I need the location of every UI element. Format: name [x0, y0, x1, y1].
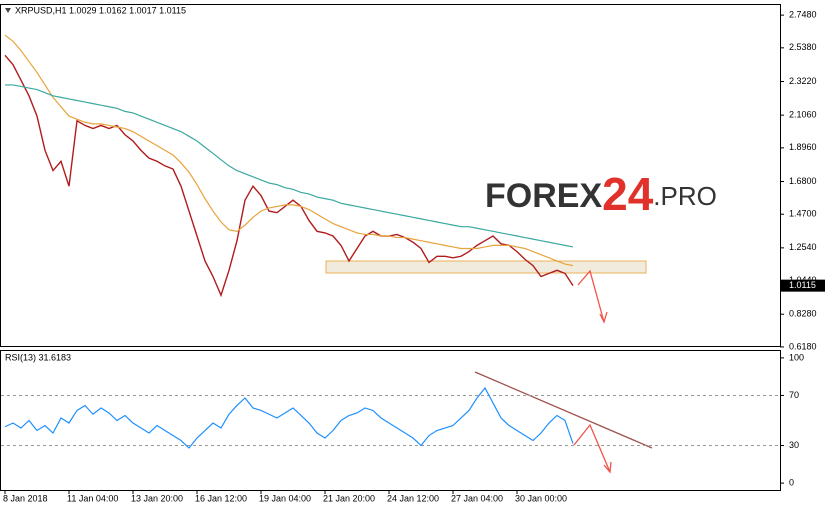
- arrow-head: [599, 311, 608, 324]
- rsi-trend-line: [474, 371, 653, 449]
- watermark-part: .PRO: [653, 181, 717, 211]
- y-tick-label: 1.2540: [789, 242, 817, 252]
- y-tick-label: 0.8280: [789, 309, 817, 319]
- series-line: [4, 34, 574, 267]
- y-tick-label: 0: [789, 477, 794, 487]
- price-forecast-arrow: [577, 269, 605, 323]
- y-tick-label: 70: [789, 390, 799, 400]
- y-tick-label: 100: [789, 352, 804, 362]
- x-tick-label: 27 Jan 04:00: [451, 493, 503, 503]
- x-tick-label: 30 Jan 00:00: [515, 493, 567, 503]
- y-tick-label: 0.6180: [789, 341, 817, 351]
- price-panel-frame: [0, 4, 781, 347]
- y-tick-label: 1.8960: [789, 142, 817, 152]
- support-zone: [325, 260, 647, 274]
- y-tick-label: 2.7480: [789, 10, 817, 20]
- last-price-label: 1.0115: [789, 280, 816, 290]
- arrow-head: [603, 461, 612, 474]
- watermark-part: 24: [602, 168, 654, 220]
- y-tick-label: 2.5380: [789, 42, 817, 52]
- watermark: FOREX24.PRO: [485, 168, 717, 220]
- last-price-box: [781, 279, 825, 292]
- x-tick-label: 16 Jan 12:00: [195, 493, 247, 503]
- chart-title: XRPUSD,H1 1.0029 1.0162 1.0017 1.0115: [15, 5, 186, 15]
- x-tick-label: 21 Jan 20:00: [323, 493, 375, 503]
- x-tick-label: 13 Jan 20:00: [131, 493, 183, 503]
- y-tick-label: 2.3220: [789, 76, 817, 86]
- y-tick-label: 2.1060: [789, 110, 817, 120]
- y-tick-label: 30: [789, 440, 799, 450]
- x-tick-label: 8 Jan 2018: [3, 493, 48, 503]
- rsi-panel-frame: [0, 350, 781, 491]
- rsi-forecast-arrow: [573, 423, 611, 473]
- rsi-title: RSI(13) 31.6183: [5, 352, 71, 362]
- series-line: [4, 54, 574, 298]
- x-tick-label: 24 Jan 12:00: [387, 493, 439, 503]
- watermark-part: FOREX: [485, 177, 602, 215]
- y-tick-label: 1.6800: [789, 176, 817, 186]
- symbol-icon: [5, 8, 11, 13]
- series-line: [5, 84, 574, 248]
- x-tick-label: 11 Jan 04:00: [67, 493, 118, 503]
- series-line: [4, 386, 574, 449]
- y-tick-label: 1.4700: [789, 209, 817, 219]
- x-tick-label: 19 Jan 04:00: [259, 493, 311, 503]
- forecast-arrows: [573, 269, 612, 474]
